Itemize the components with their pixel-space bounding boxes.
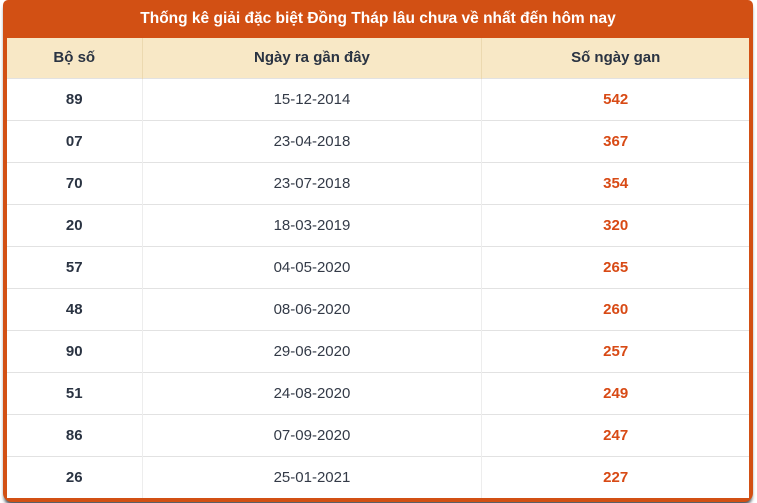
column-header-bo-so: Bộ số bbox=[7, 38, 143, 78]
cell-ngay-ra: 08-06-2020 bbox=[141, 287, 482, 330]
cell-bo-so: 07 bbox=[7, 119, 143, 162]
table-body: 89 15-12-2014 542 07 23-04-2018 367 70 23-07-20… bbox=[7, 77, 749, 498]
table-row: 48 08-06-2020 260 bbox=[7, 287, 749, 330]
table-row: 57 04-05-2020 265 bbox=[7, 245, 749, 288]
cell-so-ngay-gan: 265 bbox=[481, 245, 749, 288]
cell-bo-so: 70 bbox=[7, 161, 143, 204]
table-header: Bộ số Ngày ra gần đây Số ngày gan bbox=[7, 38, 749, 78]
statistics-card: Thống kê giải đặc biệt Đồng Tháp lâu chư… bbox=[3, 0, 753, 502]
cell-ngay-ra: 23-07-2018 bbox=[141, 161, 482, 204]
cell-bo-so: 26 bbox=[7, 455, 143, 498]
cell-bo-so: 90 bbox=[7, 329, 143, 372]
table-row: 89 15-12-2014 542 bbox=[7, 77, 749, 120]
cell-so-ngay-gan: 257 bbox=[481, 329, 749, 372]
cell-ngay-ra: 07-09-2020 bbox=[141, 413, 482, 456]
table-row: 07 23-04-2018 367 bbox=[7, 119, 749, 162]
column-header-ngay-ra-gan-day: Ngày ra gần đây bbox=[141, 38, 482, 78]
cell-ngay-ra: 23-04-2018 bbox=[141, 119, 482, 162]
cell-ngay-ra: 24-08-2020 bbox=[141, 371, 482, 414]
cell-so-ngay-gan: 367 bbox=[481, 119, 749, 162]
gan-statistics-table: Bộ số Ngày ra gần đây Số ngày gan 89 15-1… bbox=[7, 38, 749, 498]
cell-bo-so: 20 bbox=[7, 203, 143, 246]
cell-bo-so: 86 bbox=[7, 413, 143, 456]
table-row: 51 24-08-2020 249 bbox=[7, 371, 749, 414]
cell-ngay-ra: 18-03-2019 bbox=[141, 203, 482, 246]
table-row: 20 18-03-2019 320 bbox=[7, 203, 749, 246]
table-row: 86 07-09-2020 247 bbox=[7, 413, 749, 456]
cell-so-ngay-gan: 260 bbox=[481, 287, 749, 330]
cell-so-ngay-gan: 249 bbox=[481, 371, 749, 414]
cell-ngay-ra: 15-12-2014 bbox=[141, 77, 482, 120]
cell-bo-so: 89 bbox=[7, 77, 143, 120]
cell-bo-so: 57 bbox=[7, 245, 143, 288]
cell-so-ngay-gan: 247 bbox=[481, 413, 749, 456]
table-row: 90 29-06-2020 257 bbox=[7, 329, 749, 372]
cell-so-ngay-gan: 320 bbox=[481, 203, 749, 246]
cell-bo-so: 51 bbox=[7, 371, 143, 414]
cell-ngay-ra: 25-01-2021 bbox=[141, 455, 482, 498]
table-row: 26 25-01-2021 227 bbox=[7, 455, 749, 498]
column-header-so-ngay-gan: Số ngày gan bbox=[481, 38, 749, 78]
cell-ngay-ra: 29-06-2020 bbox=[141, 329, 482, 372]
card-title: Thống kê giải đặc biệt Đồng Tháp lâu chư… bbox=[140, 10, 616, 27]
cell-so-ngay-gan: 227 bbox=[481, 455, 749, 498]
table-row: 70 23-07-2018 354 bbox=[7, 161, 749, 204]
cell-so-ngay-gan: 542 bbox=[481, 77, 749, 120]
table-header-row: Bộ số Ngày ra gần đây Số ngày gan bbox=[7, 38, 749, 78]
cell-bo-so: 48 bbox=[7, 287, 143, 330]
cell-ngay-ra: 04-05-2020 bbox=[141, 245, 482, 288]
cell-so-ngay-gan: 354 bbox=[481, 161, 749, 204]
